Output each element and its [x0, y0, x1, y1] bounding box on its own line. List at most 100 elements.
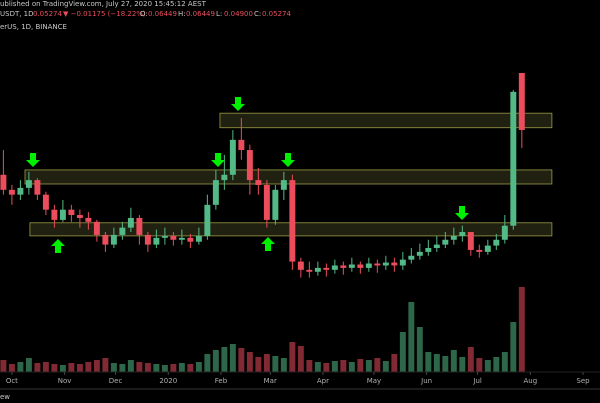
candle-body	[348, 264, 355, 268]
candle-body	[153, 237, 160, 245]
volume-bar	[170, 364, 177, 372]
ohlc-label: C:	[254, 10, 261, 18]
arrow-up	[51, 239, 65, 253]
price-zone	[24, 169, 553, 185]
candle-body	[255, 180, 262, 185]
volume-bar	[484, 360, 491, 372]
ohlc-value: 0.06449	[148, 10, 177, 18]
x-tick-label: Mar	[264, 377, 277, 385]
volume-bar	[467, 347, 474, 372]
candle-body	[59, 209, 66, 220]
volume-bar	[42, 362, 49, 372]
candle-body	[416, 251, 423, 256]
volume-bar	[493, 357, 500, 372]
arrow-down	[26, 153, 40, 167]
volume-bar	[0, 360, 7, 372]
volume-bar	[374, 358, 381, 372]
last: 0.05274	[33, 10, 62, 18]
candle-body	[187, 237, 194, 242]
volume-bar	[195, 362, 202, 372]
candle-body	[127, 217, 134, 228]
candle-body	[510, 91, 517, 226]
volume-bar	[76, 364, 83, 372]
volume-bar	[187, 364, 194, 372]
volume-bar	[8, 364, 15, 372]
volume-bar	[450, 350, 457, 372]
volume-bar	[246, 352, 253, 372]
candle-body	[280, 180, 287, 190]
candle-body	[459, 232, 466, 236]
candle-body	[0, 174, 7, 190]
ohlc-label: L:	[216, 10, 222, 18]
volume-bar	[501, 352, 508, 372]
candle-body	[433, 244, 440, 249]
volume-bar	[34, 363, 41, 372]
x-axis: Oct Nov Dec 2020 Feb Mar Apr May Jun Jul Aug Sep	[6, 372, 590, 385]
x-tick-label: Jun	[420, 377, 432, 385]
candle-body	[76, 215, 83, 218]
candle-body	[161, 235, 168, 238]
volume-bar	[119, 364, 126, 372]
ohlc: O: 0.06449 H: 0.06449 L: 0.04900 C: 0.05274	[140, 10, 291, 18]
volume-bar	[51, 364, 58, 372]
candle-body	[399, 259, 406, 266]
volume-bar	[161, 365, 168, 372]
x-tick-label: Dec	[109, 377, 123, 385]
candle-body	[195, 235, 202, 242]
candles	[0, 72, 525, 278]
candle-body	[289, 180, 296, 262]
candle-body	[331, 265, 338, 270]
candle-body	[110, 234, 117, 245]
volume-bar	[391, 354, 398, 372]
volume-bar	[297, 346, 304, 372]
candle-body	[144, 234, 151, 245]
volume-bar	[68, 363, 75, 372]
x-tick-label: 2020	[159, 377, 177, 385]
volume-bar	[110, 363, 117, 372]
volume-bar	[408, 302, 415, 372]
volume-bar	[331, 361, 338, 372]
candle-body	[246, 150, 253, 181]
candle-body	[263, 184, 270, 220]
x-tick-label: Apr	[317, 377, 329, 385]
volume	[0, 287, 525, 372]
arrow-down	[231, 97, 245, 111]
ohlc-value: 0.05274	[262, 10, 291, 18]
x-tick-label: Feb	[215, 377, 228, 385]
candle-body	[204, 204, 211, 236]
candle-body	[484, 245, 491, 252]
x-tick-label: Sep	[576, 377, 590, 385]
volume-bar	[25, 358, 32, 372]
volume-bar	[399, 332, 406, 372]
candle-body	[17, 187, 24, 195]
candle-body	[340, 265, 347, 268]
volume-bar	[221, 347, 228, 372]
volume-bar	[306, 360, 313, 372]
candle-body	[374, 263, 381, 266]
candle-body	[102, 234, 109, 245]
candle-body	[212, 180, 219, 205]
volume-bar	[280, 358, 287, 372]
volume-bar	[425, 352, 432, 372]
volume-bar	[212, 350, 219, 372]
volume-bar	[365, 360, 372, 372]
candle-body	[306, 269, 313, 272]
volume-bar	[144, 363, 151, 372]
candle-body	[450, 235, 457, 240]
volume-bar	[255, 357, 262, 372]
candle-body	[272, 189, 279, 220]
source: erUS, 1D, BINANCE	[0, 23, 67, 31]
arrows	[26, 97, 469, 253]
candle-body	[442, 239, 449, 245]
volume-bar	[178, 363, 185, 372]
ohlc-label: O:	[140, 10, 148, 18]
volume-bar	[153, 364, 160, 372]
price-zone	[219, 112, 553, 129]
candle-body	[136, 217, 143, 235]
candle-body	[170, 235, 177, 240]
volume-bar	[238, 348, 245, 372]
candle-body	[221, 174, 228, 181]
volume-bar	[93, 360, 100, 372]
volume-bar	[314, 362, 321, 372]
volume-bar	[59, 365, 66, 372]
